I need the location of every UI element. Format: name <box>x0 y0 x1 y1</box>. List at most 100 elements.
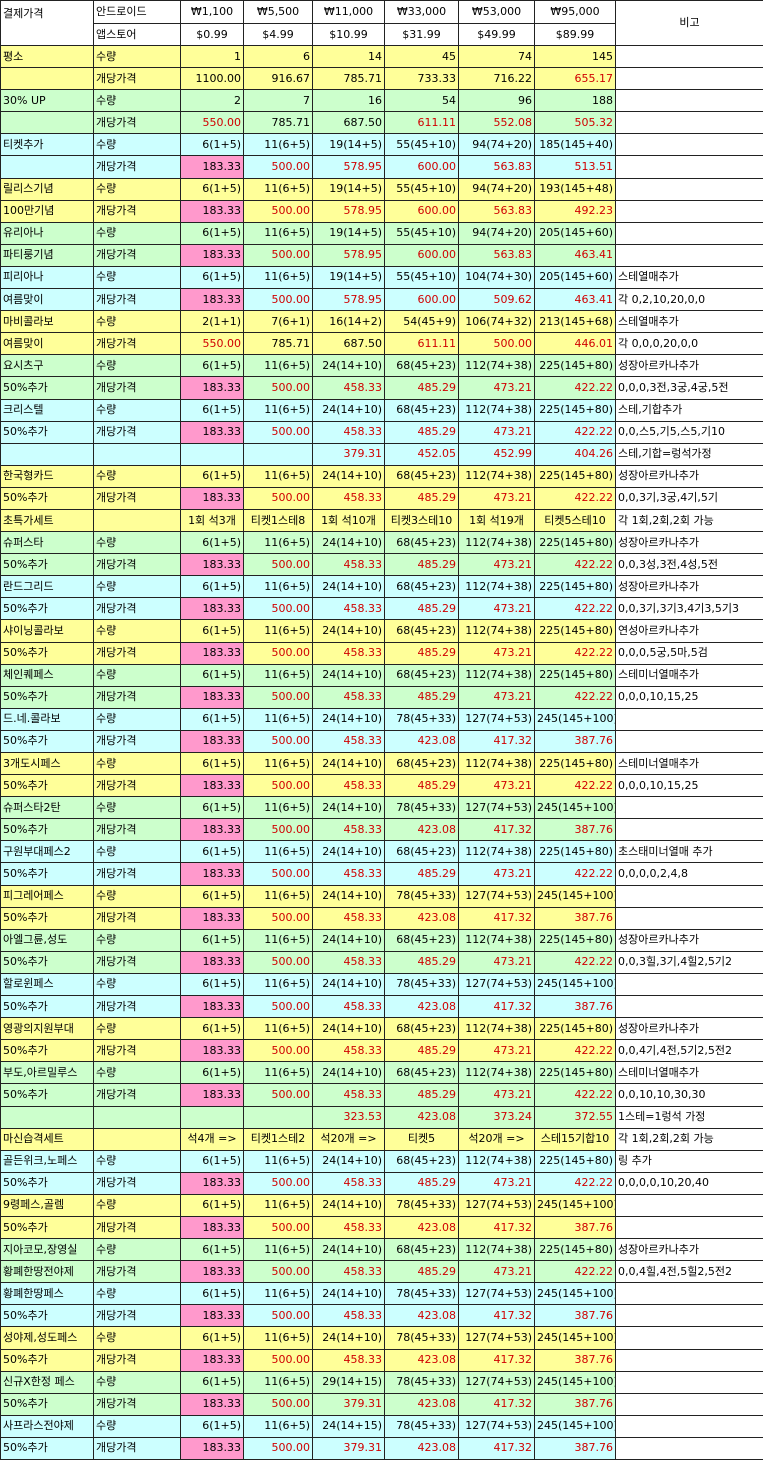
value-cell: 183.33 <box>181 377 244 399</box>
value-cell: 68(45+23) <box>385 1062 459 1084</box>
row-type-label: 개당가격 <box>94 1349 181 1371</box>
value-cell: 183.33 <box>181 554 244 576</box>
remark-cell <box>616 46 763 68</box>
value-cell: 68(45+23) <box>385 1239 459 1261</box>
event-label: 슈퍼스타 <box>1 532 94 554</box>
value-cell: 225(145+80) <box>535 753 616 775</box>
event-label: 50%추가 <box>1 1393 94 1415</box>
value-cell: 11(6+5) <box>244 1194 313 1216</box>
value-cell: 106(74+32) <box>459 311 535 333</box>
remark-cell <box>616 1349 763 1371</box>
value-cell: 7(6+1) <box>244 311 313 333</box>
remark-cell: 0,0,3기,3기3,4기3,5기3 <box>616 598 763 620</box>
value-cell: 127(74+53) <box>459 1194 535 1216</box>
value-cell: 417.32 <box>459 1437 535 1459</box>
event-label: 50%추가 <box>1 1040 94 1062</box>
row-type-label: 개당가격 <box>94 730 181 752</box>
value-cell: 티켓1스테8 <box>244 509 313 531</box>
remark-cell <box>616 885 763 907</box>
row-type-label: 수량 <box>94 311 181 333</box>
value-cell: 785.71 <box>313 68 385 90</box>
value-cell: 11(6+5) <box>244 465 313 487</box>
value-cell: 183.33 <box>181 289 244 311</box>
value-cell: 55(45+10) <box>385 266 459 288</box>
event-label <box>1 112 94 134</box>
value-cell: 245(145+100) <box>535 1327 616 1349</box>
remark-cell: 1스테=1렁석 가정 <box>616 1106 763 1128</box>
value-cell: 24(14+10) <box>313 885 385 907</box>
value-cell: 68(45+23) <box>385 399 459 421</box>
value-cell: 600.00 <box>385 244 459 266</box>
value-cell <box>244 443 313 465</box>
value-cell: 500.00 <box>244 200 313 222</box>
value-cell: 492.23 <box>535 200 616 222</box>
value-cell: 6(1+5) <box>181 664 244 686</box>
value-cell: 68(45+23) <box>385 841 459 863</box>
event-label: 9령페스,골렘 <box>1 1194 94 1216</box>
value-cell: 422.22 <box>535 554 616 576</box>
row-type-label: 개당가격 <box>94 333 181 355</box>
row-type-label: 개당가격 <box>94 951 181 973</box>
value-cell: 452.05 <box>385 443 459 465</box>
value-cell: 423.08 <box>385 1349 459 1371</box>
value-cell: 600.00 <box>385 200 459 222</box>
event-label: 요시츠구 <box>1 355 94 377</box>
value-cell: 505.32 <box>535 112 616 134</box>
remark-cell: 스테미너열매추가 <box>616 664 763 686</box>
value-cell: 458.33 <box>313 1216 385 1238</box>
remark-cell: 성장아르카나추가 <box>616 465 763 487</box>
value-cell: 94(74+20) <box>459 178 535 200</box>
value-cell: 183.33 <box>181 200 244 222</box>
value-cell: 45 <box>385 46 459 68</box>
value-cell: 127(74+53) <box>459 1371 535 1393</box>
value-cell: 6(1+5) <box>181 1371 244 1393</box>
value-cell: 485.29 <box>385 863 459 885</box>
event-label: 50%추가 <box>1 1305 94 1327</box>
value-cell: 245(145+100) <box>535 1371 616 1393</box>
value-cell: 183.33 <box>181 686 244 708</box>
value-cell: 6(1+5) <box>181 355 244 377</box>
value-cell: 417.32 <box>459 1216 535 1238</box>
remark-cell: 성장아르카나추가 <box>616 1018 763 1040</box>
value-cell: 78(45+33) <box>385 1371 459 1393</box>
remark-cell <box>616 156 763 178</box>
value-cell: 16(14+2) <box>313 311 385 333</box>
store-apple-label: 앱스토어 <box>94 24 181 46</box>
remark-cell <box>616 1216 763 1238</box>
value-cell: 458.33 <box>313 1305 385 1327</box>
event-label: 50%추가 <box>1 775 94 797</box>
value-cell: 458.33 <box>313 775 385 797</box>
row-type-label: 개당가격 <box>94 1216 181 1238</box>
value-cell: 387.76 <box>535 1305 616 1327</box>
value-cell: 183.33 <box>181 1084 244 1106</box>
value-cell: 6(1+5) <box>181 1327 244 1349</box>
value-cell: 500.00 <box>244 1393 313 1415</box>
value-cell: 24(14+10) <box>313 1283 385 1305</box>
value-cell: 68(45+23) <box>385 576 459 598</box>
value-cell: 500.00 <box>244 289 313 311</box>
value-cell: 112(74+38) <box>459 355 535 377</box>
row-type-label: 개당가격 <box>94 1437 181 1459</box>
event-label: 50%추가 <box>1 1084 94 1106</box>
value-cell: 245(145+100) <box>535 708 616 730</box>
remark-cell: 0,0,0,5궁,5마,5검 <box>616 642 763 664</box>
event-label: 황폐한땅전야제 <box>1 1261 94 1283</box>
value-cell: 417.32 <box>459 1393 535 1415</box>
value-cell: 473.21 <box>459 686 535 708</box>
value-cell: 422.22 <box>535 686 616 708</box>
value-cell: 500.00 <box>244 730 313 752</box>
value-cell: 석20개 => <box>313 1128 385 1150</box>
value-cell: 19(14+5) <box>313 222 385 244</box>
row-type-label <box>94 509 181 531</box>
value-cell: 6(1+5) <box>181 222 244 244</box>
value-cell: 112(74+38) <box>459 399 535 421</box>
value-cell: 24(14+10) <box>313 841 385 863</box>
